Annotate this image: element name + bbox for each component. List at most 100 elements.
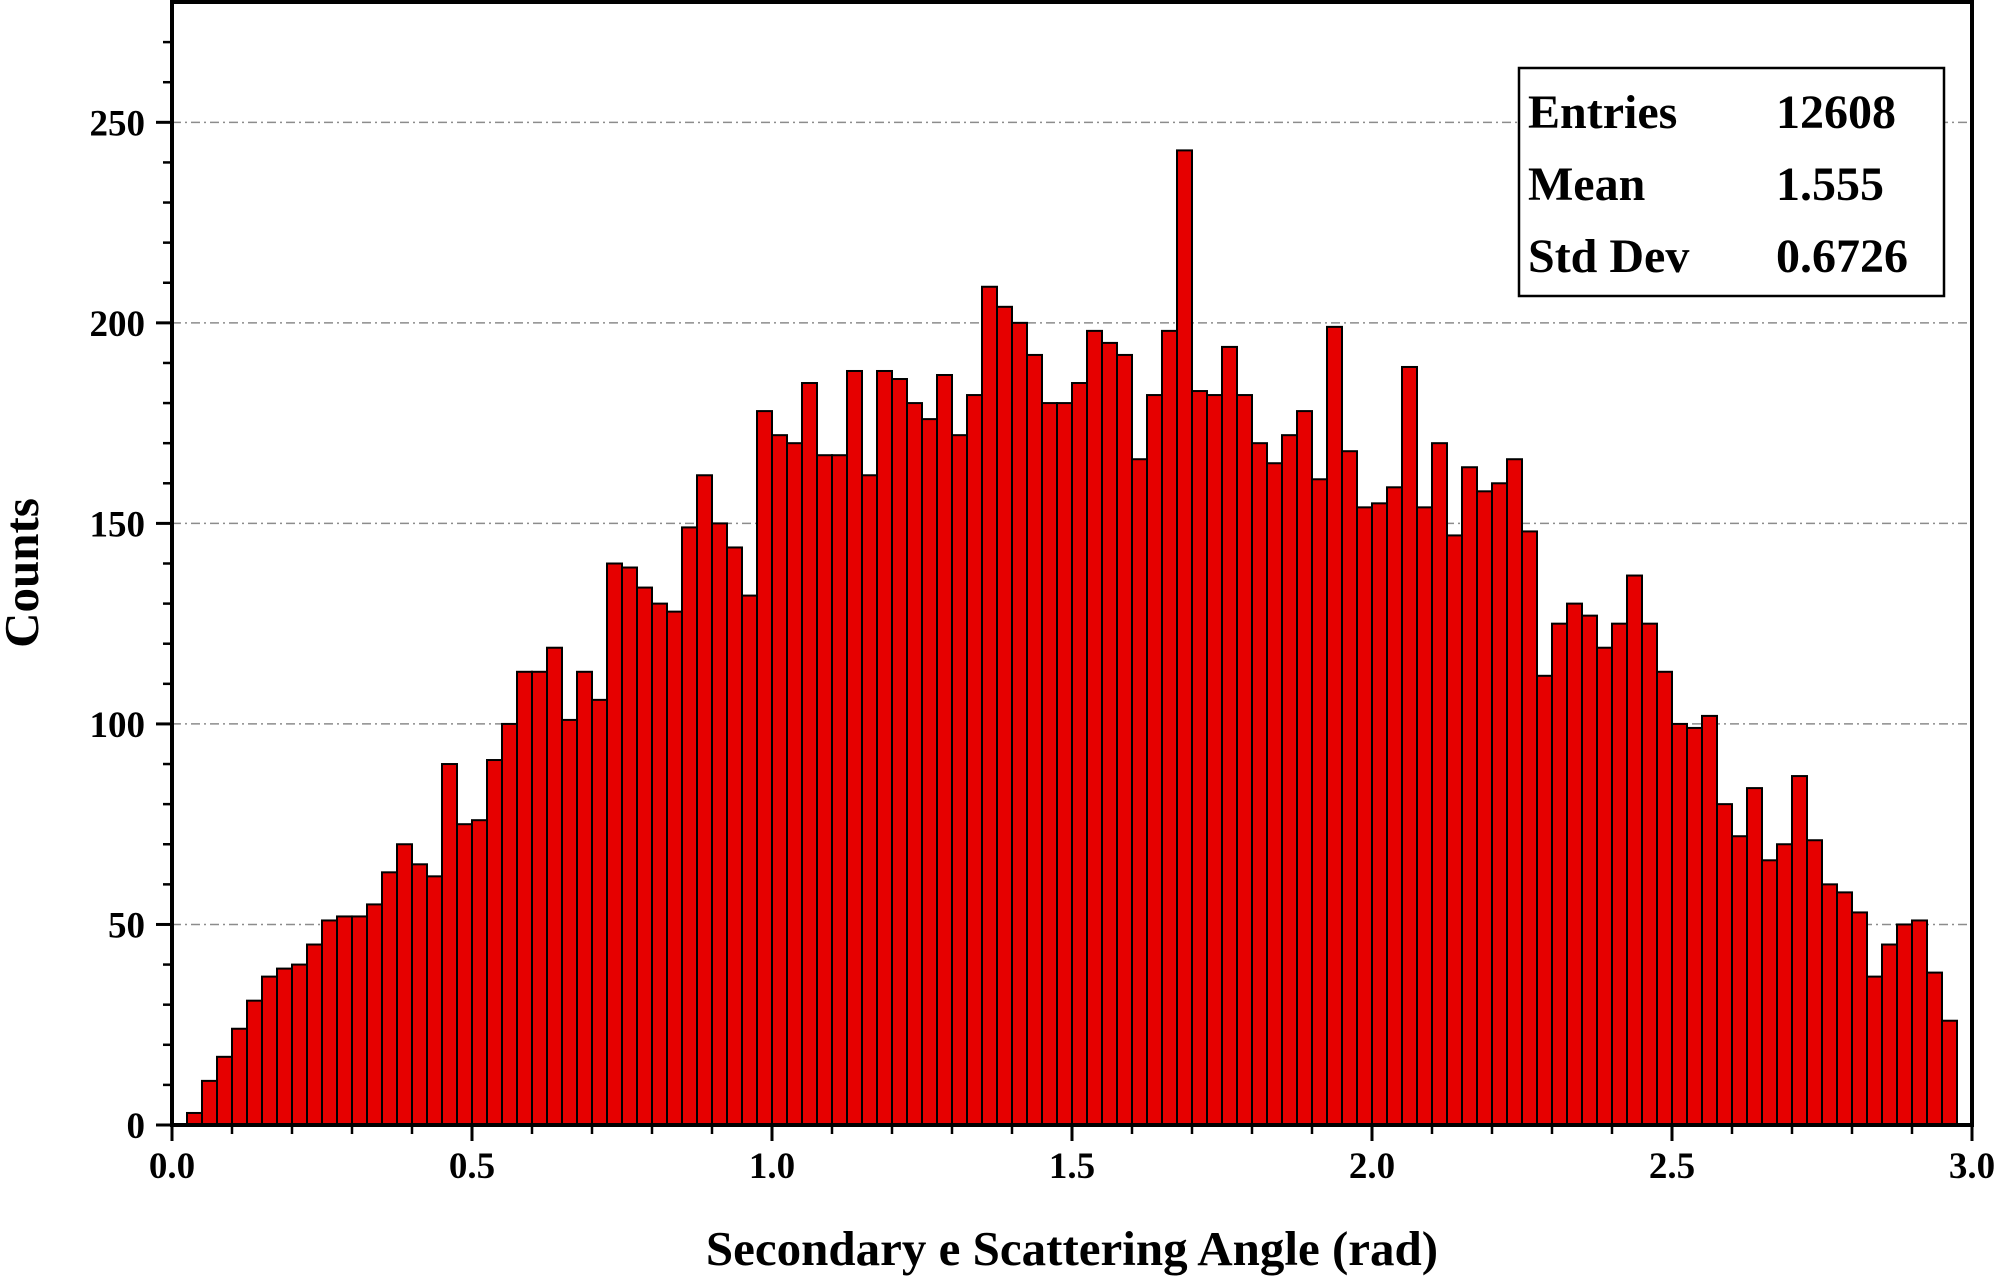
histogram-bar: [381, 871, 398, 1127]
axis-ticks: [156, 40, 1974, 1141]
histogram-bar: [711, 522, 728, 1126]
histogram-bar: [1686, 726, 1703, 1126]
histogram-bar: [291, 963, 308, 1126]
histogram-bar: [1476, 490, 1493, 1126]
y-tick-label: 50: [108, 905, 145, 946]
x-tick-label: 3.0: [1949, 1146, 1995, 1187]
histogram-bar: [1221, 345, 1238, 1126]
histogram-bar: [351, 915, 368, 1127]
y-tick-label: 0: [127, 1106, 146, 1147]
histogram-bar: [1311, 478, 1328, 1126]
histogram-bar: [591, 698, 608, 1126]
histogram-bar: [1011, 321, 1028, 1127]
histogram-bar: [561, 718, 578, 1126]
histogram-bar: [1386, 486, 1403, 1126]
histogram-bar: [906, 402, 923, 1127]
histogram-bar: [1581, 614, 1598, 1126]
x-tick-label: 0.5: [449, 1146, 495, 1187]
histogram-bar: [1701, 714, 1718, 1127]
histogram-bar: [276, 967, 293, 1127]
histogram-bar: [1431, 442, 1448, 1126]
histogram-bar: [876, 369, 893, 1126]
histogram-bar: [1251, 442, 1268, 1126]
histogram-bar: [1566, 602, 1583, 1126]
histogram-bar: [891, 378, 908, 1126]
histogram-bar: [846, 369, 863, 1126]
stats-box-border: [1517, 66, 1946, 298]
histogram-bar: [1506, 458, 1523, 1126]
histogram-bar: [1731, 835, 1748, 1126]
histogram-bar: [651, 602, 668, 1126]
histogram-bar: [1596, 646, 1613, 1126]
histogram-bar: [1806, 839, 1823, 1126]
histogram-bar: [1536, 674, 1553, 1126]
histogram-bar: [501, 722, 518, 1127]
histogram-bar: [1206, 394, 1223, 1126]
histogram-bar: [666, 610, 683, 1126]
x-tick-label: 2.0: [1349, 1146, 1395, 1187]
histogram-bar: [816, 454, 833, 1127]
histogram-bar: [1761, 859, 1778, 1126]
histogram-bar: [981, 285, 998, 1126]
histogram-bar: [1041, 402, 1058, 1127]
y-tick-label: 150: [90, 504, 146, 545]
histogram-bar: [246, 999, 263, 1126]
histogram-bar: [966, 394, 983, 1126]
histogram-bar: [681, 526, 698, 1126]
histogram-bar: [546, 646, 563, 1126]
histogram-bar: [1881, 943, 1898, 1127]
histogram-bar: [741, 594, 758, 1126]
histogram-bar: [516, 670, 533, 1127]
stats-entries-value: 12608: [1776, 86, 1896, 139]
histogram-bar: [1866, 975, 1883, 1126]
histogram-bar: [441, 763, 458, 1126]
y-tick-label: 100: [90, 705, 146, 746]
histogram-bar: [771, 434, 788, 1126]
histogram-bar: [1101, 341, 1118, 1126]
histogram-bar: [1056, 402, 1073, 1127]
histogram-bar: [1641, 622, 1658, 1126]
stats-entries-label: Entries: [1528, 86, 1677, 139]
x-tick-label: 1.0: [749, 1146, 795, 1187]
histogram-bar: [216, 1055, 233, 1127]
histogram-bar: [696, 474, 713, 1126]
histogram-bar: [1191, 390, 1208, 1126]
histogram-bar: [861, 474, 878, 1126]
histogram-bar: [1491, 482, 1508, 1126]
histogram-bar: [531, 670, 548, 1127]
histogram-bar: [1116, 353, 1133, 1126]
histogram-bar: [336, 915, 353, 1127]
histogram-bar: [756, 410, 773, 1127]
stats-stddev-label: Std Dev: [1528, 230, 1689, 283]
histogram-bar: [1851, 911, 1868, 1126]
histogram-bar: [1716, 803, 1733, 1127]
x-tick-label: 1.5: [1049, 1146, 1095, 1187]
histogram-bar: [1071, 382, 1088, 1126]
histogram-bar: [1896, 923, 1913, 1127]
histogram-bar: [1161, 329, 1178, 1126]
histogram-bar: [1176, 149, 1193, 1126]
histogram-bar: [1551, 622, 1568, 1126]
histogram-bar: [426, 875, 443, 1126]
histogram-bar: [1941, 1019, 1958, 1127]
stats-mean-label: Mean: [1528, 158, 1645, 211]
histogram-bar: [1611, 622, 1628, 1126]
histogram-bar: [1026, 353, 1043, 1126]
histogram-bar: [636, 586, 653, 1126]
histogram-bar: [1821, 883, 1838, 1126]
histogram-bar: [951, 434, 968, 1126]
histogram-bar: [576, 670, 593, 1127]
histogram-bar: [321, 919, 338, 1126]
histogram-bar: [1086, 329, 1103, 1126]
histogram-bar: [456, 823, 473, 1126]
histogram-bar: [1266, 462, 1283, 1127]
histogram-bar: [1791, 775, 1808, 1126]
histogram-bar: [1656, 670, 1673, 1127]
stats-mean-value: 1.555: [1776, 158, 1884, 211]
x-tick-label: 2.5: [1649, 1146, 1695, 1187]
histogram-bar: [486, 759, 503, 1127]
y-axis-title: Counts: [0, 498, 49, 648]
histogram-bar: [306, 943, 323, 1127]
histogram-bar: [411, 863, 428, 1127]
histogram-bar: [1401, 365, 1418, 1127]
